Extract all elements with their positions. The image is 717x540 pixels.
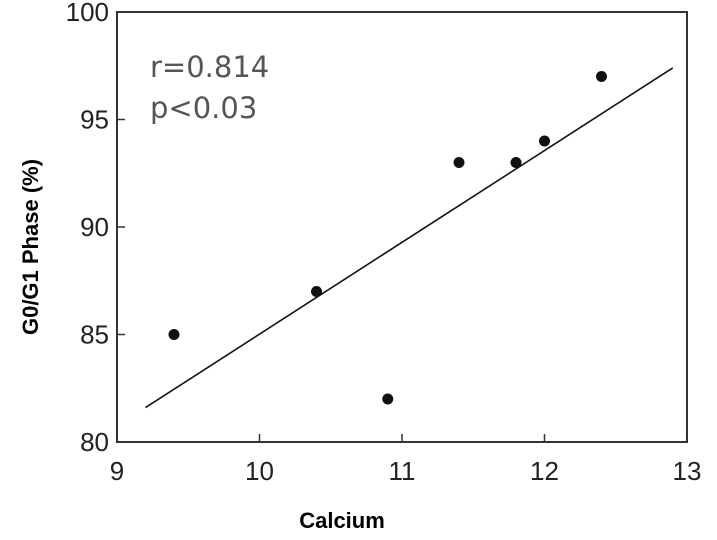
y-tick-label: 80	[80, 427, 109, 457]
data-point	[596, 71, 607, 82]
x-axis-label: Calcium	[299, 508, 385, 533]
x-tick-label: 10	[245, 456, 274, 486]
y-tick-label: 95	[80, 105, 109, 135]
p-value-annotation: p<0.03	[150, 91, 257, 125]
axis-ticks	[116, 11, 688, 443]
data-point	[311, 286, 322, 297]
y-tick-label: 85	[80, 320, 109, 350]
data-point	[168, 329, 180, 340]
y-tick-label: 100	[66, 0, 109, 27]
y-axis-label: G0/G1 Phase (%)	[18, 159, 43, 335]
regression-line	[145, 67, 674, 409]
x-tick-label: 9	[110, 456, 124, 486]
data-point	[510, 157, 522, 168]
data-point	[539, 135, 550, 147]
data-points	[168, 71, 607, 405]
correlation-annotation: r=0.814	[150, 50, 269, 84]
data-point	[453, 157, 465, 168]
x-tick-label: 11	[389, 456, 416, 486]
data-point	[382, 393, 394, 405]
x-tick-label: 13	[673, 456, 702, 486]
y-tick-label: 90	[80, 212, 109, 242]
x-tick-labels: 9 10 11 12 13	[110, 456, 702, 486]
y-tick-labels: 80 85 90 95 100	[66, 0, 109, 457]
x-tick-label: 12	[530, 456, 559, 486]
